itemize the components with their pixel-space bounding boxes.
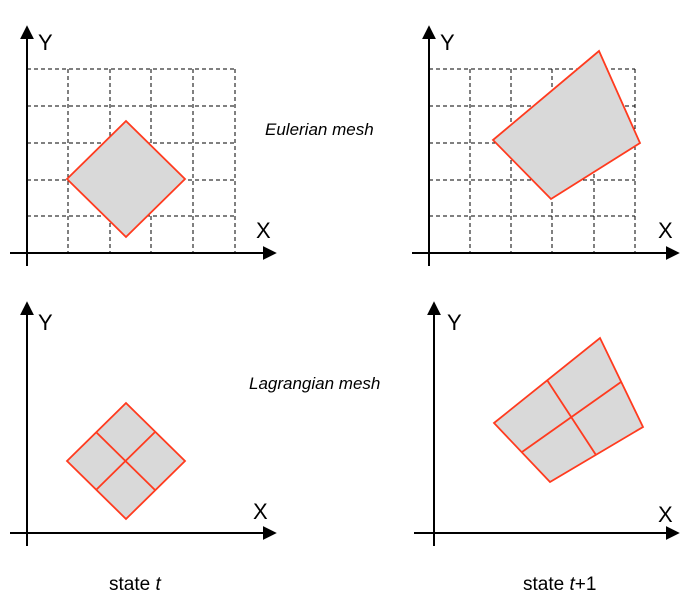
y-axis-label: Y [447,310,462,335]
state-t1-suffix: +1 [575,574,597,595]
eulerian-panel-state-t: Y X [10,25,277,266]
x-axis-label: X [658,502,673,527]
y-axis-label: Y [38,30,53,55]
state-t1-variable: t [569,574,575,595]
material-region [491,49,642,201]
mesh-line [521,381,622,453]
lagrangian-panel-state-t: Y X [10,301,277,546]
eulerian-mesh-label: Eulerian mesh [265,120,374,139]
material-region [65,119,187,239]
state-t-variable: t [155,574,161,595]
mesh-line [95,431,156,491]
state-t-prefix: state [109,574,155,595]
y-axis-label: Y [38,310,53,335]
material-region [492,336,645,484]
eulerian-panel-state-t-plus-1: Y X [412,25,680,266]
state-t1-prefix: state [523,574,569,595]
x-axis-label: X [658,218,673,243]
lagrangian-panel-state-t-plus-1: Y X [414,301,680,546]
state-t-plus-1-label: state t+1 [523,574,596,595]
x-axis-label: X [253,499,268,524]
y-axis-label: Y [440,30,455,55]
lagrangian-mesh-label: Lagrangian mesh [249,374,380,393]
x-axis-label: X [256,218,271,243]
state-t-label: state t [109,574,161,595]
